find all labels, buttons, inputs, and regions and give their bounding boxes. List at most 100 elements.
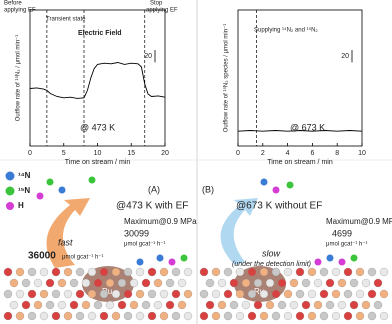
lattice-atom — [39, 289, 49, 299]
lattice-atom — [81, 300, 91, 310]
lattice-atom — [39, 311, 49, 321]
x-tick-label: 8 — [335, 150, 339, 157]
catalyst-label: Ru — [254, 287, 264, 296]
lattice-atom — [99, 267, 109, 277]
lattice-atom — [33, 300, 43, 310]
lattice-atom — [27, 311, 37, 321]
lattice-atom — [343, 289, 353, 299]
lattice-atom — [295, 311, 305, 321]
lattice-atom — [3, 311, 13, 321]
annotation: @ 673 K — [290, 122, 325, 132]
lattice-atom — [135, 289, 145, 299]
lattice-atom — [331, 267, 341, 277]
lattice-atom — [63, 267, 73, 277]
annotation: @ 473 K — [80, 122, 115, 132]
lattice-atom — [27, 289, 37, 299]
lattice-atom — [45, 300, 55, 310]
molecule-atom — [46, 178, 54, 186]
x-tick-label: 15 — [127, 150, 135, 157]
lattice-atom — [141, 278, 151, 288]
lattice-atom — [21, 300, 31, 310]
lattice-atom — [229, 278, 239, 288]
x-tick-label: 5 — [62, 150, 66, 157]
molecule-atom — [286, 181, 294, 189]
max-value: 30099 — [124, 228, 149, 238]
lattice-atom — [57, 278, 67, 288]
lattice-atom — [99, 289, 109, 299]
lattice-atom — [241, 300, 251, 310]
lattice-atom — [313, 278, 323, 288]
lattice-atom — [15, 311, 25, 321]
lattice-atom — [325, 300, 335, 310]
lattice-atom — [93, 300, 103, 310]
panel-label: (A) — [148, 184, 160, 194]
lattice-atom — [331, 311, 341, 321]
data-line — [237, 130, 363, 132]
lattice-atom — [367, 289, 377, 299]
lattice-atom — [211, 311, 221, 321]
lattice-atom — [259, 267, 269, 277]
lattice-atom — [99, 311, 109, 321]
molecule-atom — [338, 258, 346, 266]
lattice-atom — [313, 300, 323, 310]
lattice-atom — [51, 267, 61, 277]
lattice-atom — [295, 267, 305, 277]
lattice-atom — [39, 267, 49, 277]
x-tick-label: 6 — [310, 150, 314, 157]
lattice-atom — [75, 267, 85, 277]
scale-bar-label: 20 — [144, 53, 152, 60]
lattice-atom — [271, 289, 281, 299]
annotation: applying EF — [146, 8, 178, 14]
legend-label: ¹⁵N — [18, 186, 30, 195]
molecule-atom — [272, 186, 280, 194]
lattice-atom — [21, 278, 31, 288]
lattice-atom — [211, 289, 221, 299]
legend-swatch — [6, 202, 14, 210]
max-label: Maximum@0.9 MPa — [326, 217, 392, 226]
lattice-atom — [177, 300, 187, 310]
lattice-atom — [343, 311, 353, 321]
molecule-atom — [88, 176, 96, 184]
lattice-atom — [367, 267, 377, 277]
molecule-atom — [180, 254, 188, 262]
lattice-atom — [217, 300, 227, 310]
molecule-atom — [156, 254, 164, 262]
lattice-atom — [75, 289, 85, 299]
legend: ¹⁴N ¹⁵N H — [5, 171, 31, 210]
lattice-atom — [247, 311, 257, 321]
lattice-atom — [343, 267, 353, 277]
lattice-atom — [3, 267, 13, 277]
lattice-atom — [171, 267, 181, 277]
lattice-atom — [367, 311, 377, 321]
lattice-atom — [307, 267, 317, 277]
x-tick-label: 0 — [28, 150, 32, 157]
lattice-atom — [33, 278, 43, 288]
molecule-atom — [36, 192, 44, 200]
lattice-atom — [235, 267, 245, 277]
lattice-atom — [373, 278, 383, 288]
lattice-atom — [349, 300, 359, 310]
lattice-atom — [177, 278, 187, 288]
lattice-atom — [289, 278, 299, 288]
lattice-atom — [289, 300, 299, 310]
x-tick-label: 0 — [236, 150, 240, 157]
lattice-atom — [63, 311, 73, 321]
lattice-atom — [337, 300, 347, 310]
x-axis-label: Time on stream / min — [267, 159, 333, 166]
slow-arrow — [220, 198, 258, 265]
lattice-atom — [307, 311, 317, 321]
lattice-atom — [123, 311, 133, 321]
lattice-atom — [247, 267, 257, 277]
lattice-atom — [129, 300, 139, 310]
lattice-atom — [283, 289, 293, 299]
molecule-atom — [314, 258, 322, 266]
lattice-atom — [223, 267, 233, 277]
lattice-atom — [159, 289, 169, 299]
lattice-atom — [253, 278, 263, 288]
lattice-atom — [283, 267, 293, 277]
lattice-atom — [307, 289, 317, 299]
lattice-atom — [183, 267, 193, 277]
lattice-atom — [295, 289, 305, 299]
lattice-atom — [69, 278, 79, 288]
y-axis-label: Outflow rate of ¹⁵N₂ species / μmol min⁻… — [223, 24, 230, 132]
